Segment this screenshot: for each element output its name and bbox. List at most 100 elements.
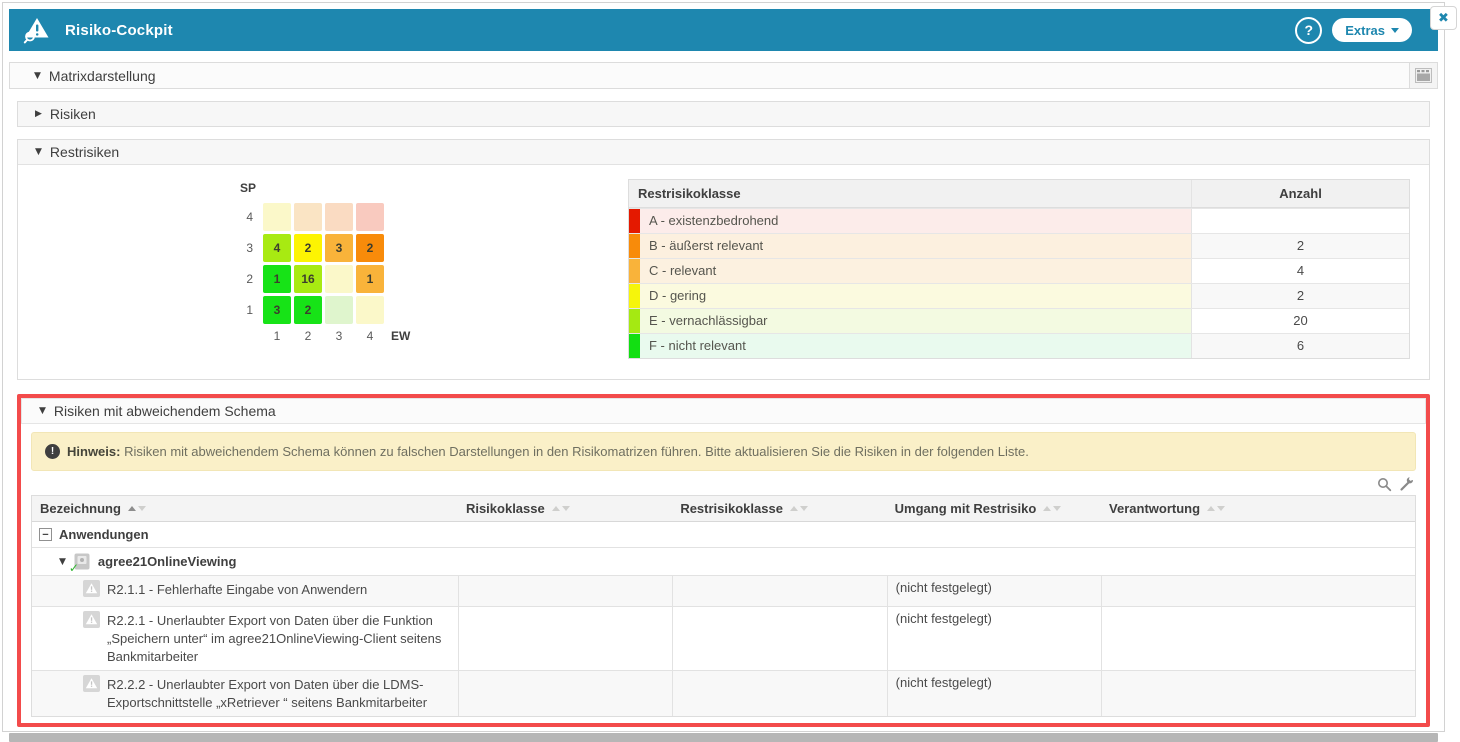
risk-title: R2.2.2 - Unerlaubter Export von Daten üb… [107, 675, 450, 712]
matrix-cell[interactable]: 1 [356, 265, 384, 293]
column-header-bezeichnung[interactable]: Bezeichnung [32, 496, 458, 521]
class-label: A - existenzbedrohend [640, 209, 1191, 233]
horizontal-scrollbar[interactable] [9, 733, 1438, 742]
column-header-restrisikoklasse[interactable]: Restrisikoklasse [672, 496, 886, 521]
chevron-down-icon [1391, 28, 1399, 33]
cell-umgang: (nicht festgelegt) [887, 607, 1101, 670]
cell-umgang: (nicht festgelegt) [887, 576, 1101, 606]
class-count: 4 [1191, 259, 1409, 283]
sort-icons [1043, 506, 1061, 511]
sort-icons [1207, 506, 1225, 511]
table-row: D - gering 2 [629, 283, 1409, 308]
class-color-strip [629, 209, 640, 233]
panel-schema-highlighted: ▼ Risiken mit abweichendem Schema ! Hinw… [17, 394, 1430, 727]
matrix-cell[interactable] [356, 203, 384, 231]
section-matrixdarstellung[interactable]: ▼ Matrixdarstellung [9, 62, 1438, 89]
schema-table: Bezeichnung Risikoklasse Restrisikoklass… [31, 495, 1416, 717]
cell-restrisikoklasse [672, 607, 886, 670]
chevron-down-icon: ▼ [35, 147, 42, 157]
check-icon: ✓ [69, 561, 79, 575]
cell-verantwortung [1101, 607, 1415, 670]
class-count: 2 [1191, 234, 1409, 258]
application-icon: ✓ [73, 553, 91, 571]
sort-icons [552, 506, 570, 511]
table-row: A - existenzbedrohend [629, 208, 1409, 233]
class-label: E - vernachlässigbar [640, 309, 1191, 333]
section-risiken[interactable]: ▶ Risiken [18, 102, 1429, 126]
matrix-cell[interactable]: 3 [263, 296, 291, 324]
matrix-cell[interactable]: 2 [294, 296, 322, 324]
cell-risikoklasse [458, 671, 672, 716]
risk-icon [83, 675, 100, 697]
matrix-cell[interactable] [325, 296, 353, 324]
risk-row[interactable]: R2.1.1 - Fehlerhafte Eingabe von Anwende… [32, 575, 1415, 606]
window-layout-button[interactable] [1409, 63, 1437, 88]
window-icon [1415, 68, 1432, 83]
matrix-row-label: 1 [240, 296, 260, 324]
app-title: Risiko-Cockpit [65, 22, 173, 39]
matrix-cell[interactable]: 16 [294, 265, 322, 293]
cell-risikoklasse [458, 576, 672, 606]
risk-title: R2.2.1 - Unerlaubter Export von Daten üb… [107, 611, 450, 666]
matrix-cell[interactable] [325, 265, 353, 293]
section-risiken-title: Risiken [50, 106, 96, 122]
matrix-x-axis-label: EW [387, 327, 421, 347]
class-count: 20 [1191, 309, 1409, 333]
risk-row[interactable]: R2.2.1 - Unerlaubter Export von Daten üb… [32, 606, 1415, 670]
hint-text: Hinweis: Risiken mit abweichendem Schema… [67, 444, 1029, 459]
panel-restrisiken: ▼ Restrisiken SP 4 3 4 2 3 2 [17, 139, 1430, 380]
risk-cockpit-logo-icon [23, 17, 53, 44]
search-icon[interactable] [1377, 477, 1392, 492]
cell-umgang: (nicht festgelegt) [887, 671, 1101, 716]
app-window: Risiko-Cockpit ? Extras ✖ ▼ Matrixdarste… [2, 2, 1445, 732]
matrix-cell[interactable]: 2 [356, 234, 384, 262]
matrix-cell[interactable] [325, 203, 353, 231]
matrix-cell[interactable] [294, 203, 322, 231]
close-button[interactable]: ✖ [1430, 6, 1457, 30]
matrix-col-label: 4 [356, 327, 384, 347]
schema-table-header: Bezeichnung Risikoklasse Restrisikoklass… [32, 496, 1415, 522]
group-row-anwendungen[interactable]: − Anwendungen [32, 522, 1415, 547]
table-row: B - äußerst relevant 2 [629, 233, 1409, 258]
class-color-strip [629, 234, 640, 258]
class-label: F - nicht relevant [640, 334, 1191, 358]
matrix-row-label: 2 [240, 265, 260, 293]
help-button[interactable]: ? [1295, 17, 1322, 44]
sort-icons [128, 506, 146, 511]
subgroup-row-agree21onlineviewing[interactable]: ▼ ✓ agree21OnlineViewing [32, 547, 1415, 575]
risk-icon [83, 580, 100, 602]
info-icon: ! [45, 444, 60, 459]
matrix-cell[interactable] [263, 203, 291, 231]
class-color-strip [629, 284, 640, 308]
matrix-cell[interactable]: 2 [294, 234, 322, 262]
section-restrisiken[interactable]: ▼ Restrisiken [18, 140, 1429, 164]
cell-verantwortung [1101, 576, 1415, 606]
cell-risikoklasse [458, 607, 672, 670]
wrench-icon[interactable] [1399, 477, 1414, 492]
risk-row[interactable]: R2.2.2 - Unerlaubter Export von Daten üb… [32, 670, 1415, 716]
column-header-risikoklasse[interactable]: Risikoklasse [458, 496, 672, 521]
cell-verantwortung [1101, 671, 1415, 716]
collapse-minus-icon[interactable]: − [39, 528, 52, 541]
close-icon: ✖ [1438, 11, 1449, 26]
class-label: D - gering [640, 284, 1191, 308]
chevron-down-icon: ▼ [39, 406, 46, 416]
risk-matrix: SP 4 3 4 2 3 2 2 1 16 [18, 179, 628, 359]
class-count [1191, 209, 1409, 233]
matrix-cell[interactable]: 4 [263, 234, 291, 262]
matrix-col-label: 3 [325, 327, 353, 347]
section-schema[interactable]: ▼ Risiken mit abweichendem Schema [21, 398, 1426, 424]
matrix-cell[interactable]: 1 [263, 265, 291, 293]
matrix-cell[interactable]: 3 [325, 234, 353, 262]
column-header-umgang[interactable]: Umgang mit Restrisiko [887, 496, 1101, 521]
class-color-strip [629, 334, 640, 358]
title-bar: Risiko-Cockpit ? Extras ✖ [9, 9, 1438, 51]
chevron-right-icon: ▶ [35, 109, 42, 119]
restrisiken-content: SP 4 3 4 2 3 2 2 1 16 [18, 164, 1429, 379]
column-header-restrisikoklasse: Restrisikoklasse [629, 180, 1191, 207]
restrisiko-table-header: Restrisikoklasse Anzahl [629, 180, 1409, 208]
extras-button[interactable]: Extras [1332, 18, 1412, 42]
matrix-cell[interactable] [356, 296, 384, 324]
chevron-down-icon: ▼ [34, 71, 41, 81]
column-header-verantwortung[interactable]: Verantwortung [1101, 496, 1415, 521]
